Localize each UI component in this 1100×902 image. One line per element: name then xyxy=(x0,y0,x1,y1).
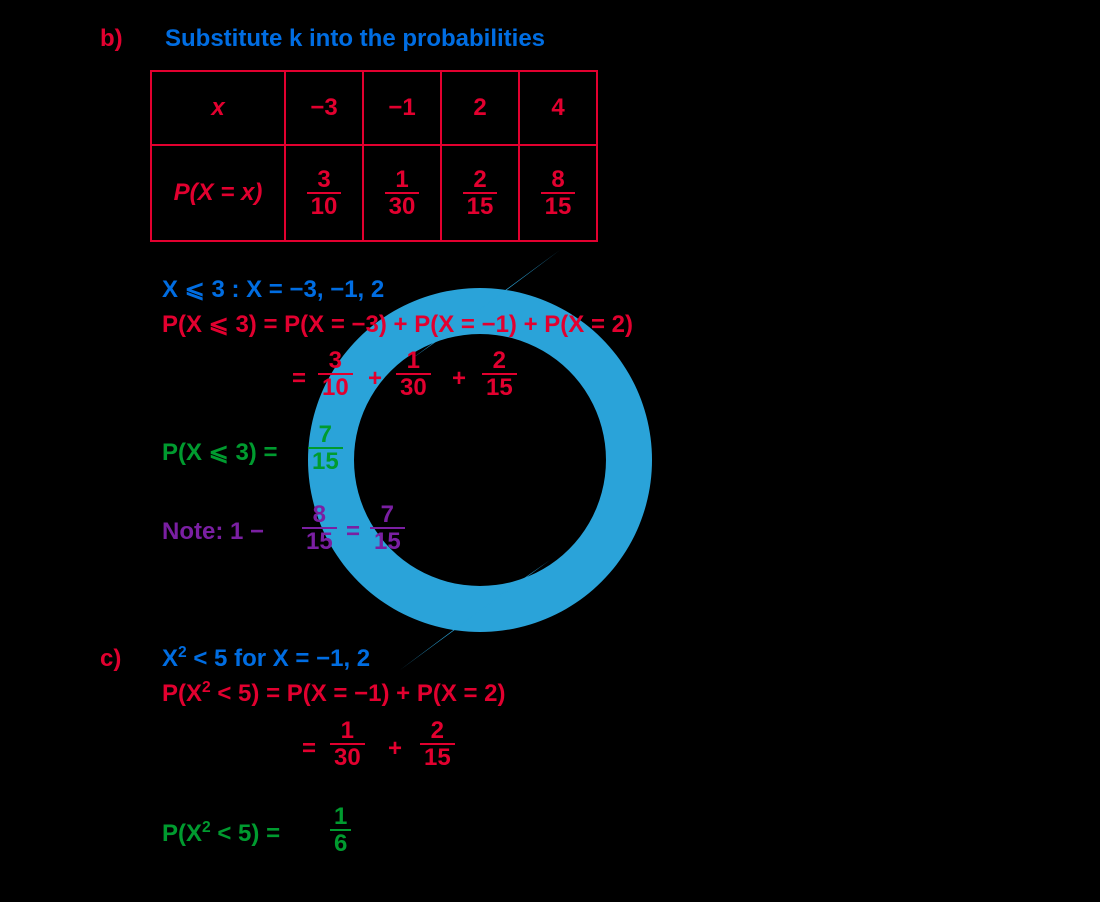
part-c-result-frac: 16 xyxy=(330,804,351,856)
plus-sign: + xyxy=(368,365,382,393)
table-p-val: 815 xyxy=(519,145,597,241)
table-p-val: 130 xyxy=(363,145,441,241)
probability-table: x −3 −1 2 4 P(X = x) 310 130 215 815 xyxy=(150,70,598,242)
equals-sign: = xyxy=(302,735,316,763)
part-b-heading: Substitute k into the probabilities xyxy=(165,25,545,53)
fraction: 215 xyxy=(420,718,455,770)
part-b-result-frac: 715 xyxy=(308,422,343,474)
plus-sign: + xyxy=(388,735,402,763)
part-b-values-line: X ⩽ 3 : X = −3, −1, 2 xyxy=(162,275,384,304)
table-x-val: −3 xyxy=(285,71,363,145)
part-b-label: b) xyxy=(100,25,123,53)
part-c-result-lhs: P(X2 < 5) = xyxy=(162,820,280,848)
part-b-note-fracA: 815 xyxy=(302,502,337,554)
table-x-val: 2 xyxy=(441,71,519,145)
part-c-expansion: P(X2 < 5) = P(X = −1) + P(X = 2) xyxy=(162,680,506,708)
table-p-val: 310 xyxy=(285,145,363,241)
table-x-val: −1 xyxy=(363,71,441,145)
part-b-note-fracB: 715 xyxy=(370,502,405,554)
fraction: 130 xyxy=(330,718,365,770)
table-row2-label: P(X = x) xyxy=(151,145,285,241)
part-b-note-prefix: Note: 1 − xyxy=(162,518,264,546)
part-b-expansion: P(X ⩽ 3) = P(X = −3) + P(X = −1) + P(X =… xyxy=(162,310,633,339)
plus-sign: + xyxy=(452,365,466,393)
fraction: 130 xyxy=(396,348,431,400)
fraction: 215 xyxy=(482,348,517,400)
part-b-result-lhs: P(X ⩽ 3) = xyxy=(162,438,277,467)
part-c-label: c) xyxy=(100,645,121,673)
part-c-blue-line: X2 < 5 for X = −1, 2 xyxy=(162,645,370,673)
equals-sign: = xyxy=(346,518,360,546)
table-row1-label: x xyxy=(211,94,224,121)
table-x-val: 4 xyxy=(519,71,597,145)
fraction: 310 xyxy=(318,348,353,400)
equals-sign: = xyxy=(292,365,306,393)
table-p-val: 215 xyxy=(441,145,519,241)
